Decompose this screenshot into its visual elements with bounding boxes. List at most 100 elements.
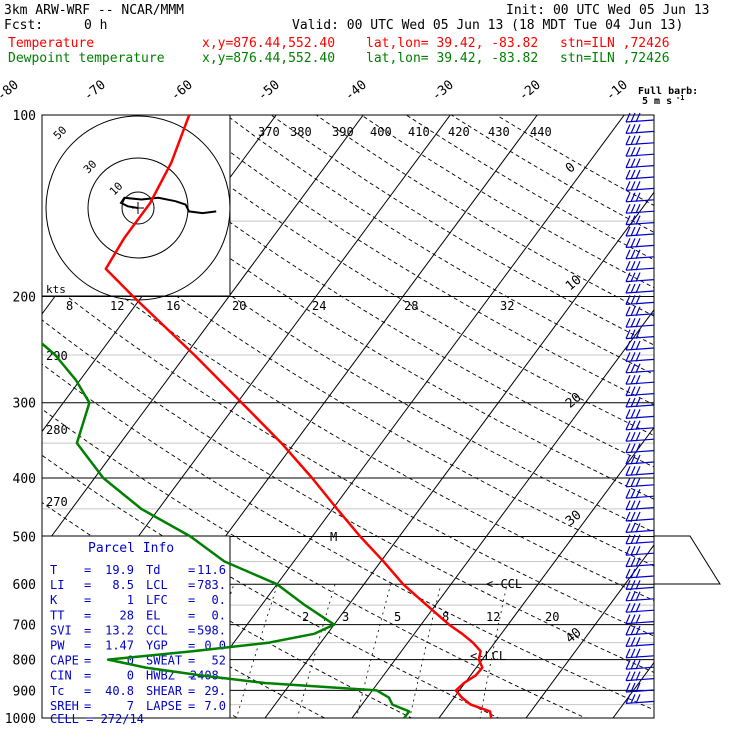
- wind-barb-flag: [625, 659, 631, 670]
- parcel-label: SWEAT: [146, 654, 182, 668]
- parcel-label: CIN: [50, 669, 72, 683]
- wind-barb-flag: [625, 272, 631, 282]
- mixing-ratio-line: [409, 584, 442, 718]
- init-time: Init: 00 UTC Wed 05 Jun 13: [506, 3, 710, 18]
- wind-barb-flag: [630, 614, 636, 624]
- wind-barb: [625, 153, 655, 157]
- wind-barb-flag: [635, 591, 641, 602]
- wind-barb-flag: [625, 238, 631, 248]
- wind-barb-flag: [625, 431, 631, 442]
- wind-barb-flag: [625, 135, 631, 146]
- isotherm-label: -60: [168, 77, 196, 104]
- wind-barb-flag: [635, 409, 641, 419]
- theta-label: 380: [290, 125, 312, 139]
- wind-barb-flag: [625, 363, 631, 374]
- wind-barb-flag: [635, 682, 641, 693]
- wind-barb-flag: [625, 295, 631, 305]
- wind-barb-flag: [635, 397, 641, 408]
- dry-adiabat: [180, 115, 654, 406]
- isotherm-line: [42, 115, 364, 550]
- parcel-eq: =: [188, 699, 195, 713]
- wind-barb-flag: [635, 295, 641, 305]
- wind-barb-flag: [630, 477, 636, 488]
- wind-barb-flag: [625, 648, 631, 659]
- wind-barb: [625, 187, 655, 191]
- wind-barb-flag: [625, 203, 631, 214]
- wind-barb-flag: [625, 146, 631, 157]
- wind-barb: [625, 529, 655, 533]
- parcel-value: 7: [127, 699, 134, 713]
- wind-barb-flag: [635, 169, 641, 180]
- parcel-eq: =: [188, 639, 195, 653]
- parcel-value: 7.0: [204, 699, 226, 713]
- wind-barb-flag: [630, 249, 636, 260]
- wind-barb: [625, 450, 655, 454]
- parcel-label: SREH: [50, 699, 79, 713]
- wind-barb-flag: [625, 352, 631, 362]
- wind-barb-flag: [630, 112, 636, 123]
- wind-barb-flag: [630, 169, 636, 180]
- wind-barb-flag: [635, 694, 641, 704]
- model-title: 3km ARW-WRF -- NCAR/MMM: [4, 3, 185, 18]
- wind-barb-flag: [635, 374, 641, 385]
- wind-barb: [625, 233, 655, 237]
- pressure-tick-label: 500: [13, 530, 36, 545]
- parcel-value: 29.: [204, 684, 226, 698]
- wind-barb-flag: [635, 454, 641, 465]
- wind-barb: [625, 290, 655, 294]
- wedge-outline: [654, 535, 721, 585]
- wind-barb-flag: [625, 534, 631, 545]
- parcel-label: YGP: [146, 639, 168, 653]
- lcl-marker: <-LCL: [470, 649, 506, 663]
- pressure-tick-label: 300: [13, 397, 36, 412]
- mixing-ratio-label: 20: [545, 610, 559, 624]
- wind-barb-flag: [630, 488, 636, 499]
- wind-barb-flag: [635, 523, 641, 533]
- pressure-tick-label: 600: [13, 578, 36, 593]
- isotherm-line: [438, 426, 654, 718]
- ccl-marker: <-CCL: [486, 577, 522, 591]
- parcel-label: CAPE: [50, 654, 79, 668]
- dry-adiabat-label: 270: [46, 495, 68, 509]
- isotherm-label: -30: [429, 77, 457, 104]
- wind-barb-flag: [635, 317, 641, 328]
- parcel-label: LCL: [146, 578, 168, 592]
- pressure-tick-label: 1000: [5, 712, 36, 727]
- wind-barb-flag: [630, 602, 636, 613]
- parcel-label: SHEAR: [146, 684, 183, 698]
- wind-barb-flag: [630, 443, 636, 453]
- wind-barb-flag: [635, 352, 641, 362]
- wind-barb-flag: [625, 260, 631, 271]
- wind-barb-flag: [625, 329, 631, 339]
- wind-barb-flag: [625, 557, 631, 567]
- wind-barb-flag: [630, 386, 636, 396]
- wind-barb-flag: [625, 443, 631, 453]
- wind-barb: [625, 541, 655, 545]
- wind-legend-exponent: -1: [676, 94, 684, 102]
- parcel-label: EL: [146, 608, 160, 622]
- wind-barb-flag: [635, 306, 641, 317]
- parcel-value: 598.: [197, 623, 226, 637]
- temperature-latlon: lat,lon= 39.42, -83.82: [366, 36, 539, 51]
- wind-barb-flag: [625, 386, 631, 396]
- wind-barb-flag: [625, 215, 631, 225]
- wind-barb: [625, 279, 655, 283]
- theta-label: 440: [530, 125, 552, 139]
- dry-adiabat: [360, 115, 654, 289]
- wind-barb-flag: [630, 192, 636, 203]
- wind-barb-flag: [625, 545, 631, 556]
- wind-barb: [625, 472, 655, 476]
- wind-barb-flag: [625, 454, 631, 465]
- parcel-cell: CELL = 272/14: [50, 712, 144, 726]
- wind-barb-flag: [635, 580, 641, 590]
- speed-scale-label: 8: [66, 299, 73, 313]
- parcel-value: 0.: [212, 593, 226, 607]
- parcel-label: CCL: [146, 623, 168, 637]
- wind-barb-flag: [630, 397, 636, 408]
- speed-scale-label: 32: [500, 299, 514, 313]
- wind-barb-flag: [625, 192, 631, 203]
- parcel-value: 11.6: [197, 563, 226, 577]
- isotherm-line: [525, 544, 654, 718]
- dry-adiabat: [496, 115, 654, 207]
